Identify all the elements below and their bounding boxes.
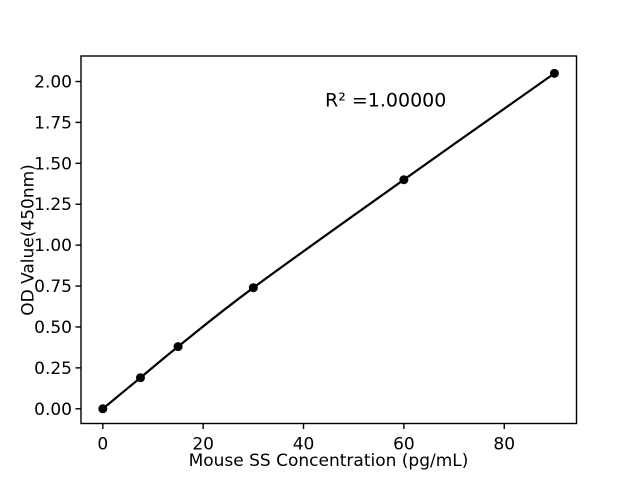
y-tick-label: 1.50 [34, 154, 72, 174]
data-point-marker [399, 175, 409, 185]
data-point-marker [549, 68, 559, 78]
x-tick-label: 20 [192, 435, 214, 455]
y-tick-label: 1.75 [34, 113, 72, 133]
y-tick-label: 0.50 [34, 318, 72, 338]
y-axis-label: OD Value(450nm) [19, 164, 39, 316]
x-axis-label: Mouse SS Concentration (pg/mL) [189, 451, 469, 471]
y-tick-label: 0.25 [34, 359, 72, 379]
y-tick-label: 1.00 [34, 236, 72, 256]
x-axis-ticks [102, 423, 505, 429]
data-point-marker [248, 283, 258, 293]
data-point-marker [98, 404, 108, 414]
y-axis-ticks [75, 80, 81, 410]
r-squared-annotation: R² =1.00000 [325, 90, 446, 112]
y-axis-tick-labels: 0.00 0.25 0.50 0.75 1.00 1.25 1.50 1.75 2.00 [34, 73, 72, 420]
data-points [98, 68, 559, 414]
y-tick-label: 0.00 [34, 400, 72, 420]
y-tick-label: 2.00 [34, 73, 72, 93]
y-tick-label: 1.25 [34, 195, 72, 215]
x-tick-label: 60 [393, 435, 415, 455]
y-tick-label: 0.75 [34, 277, 72, 297]
x-tick-label: 0 [97, 435, 108, 455]
x-tick-label: 80 [493, 435, 515, 455]
data-point-marker [135, 373, 145, 383]
data-point-marker [173, 342, 183, 352]
x-axis-tick-labels: 0 20 40 60 80 [97, 435, 515, 455]
x-tick-label: 40 [293, 435, 315, 455]
